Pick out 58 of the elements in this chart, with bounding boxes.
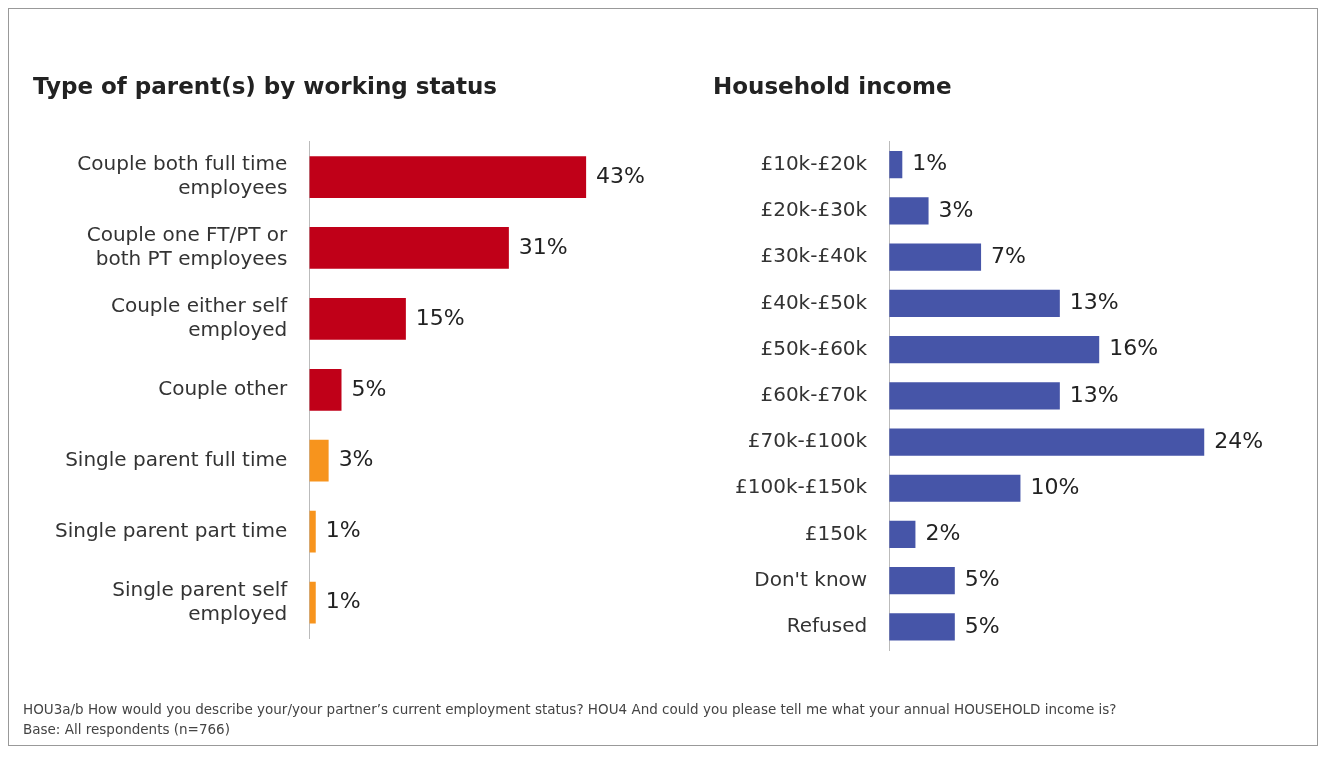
data-label: 1% [325,588,361,614]
data-label: 10% [1030,473,1080,499]
y-tick-label: £20k-£30k [760,197,868,222]
data-label: 31% [518,233,568,259]
y-tick-label: £60k-£70k [760,382,868,406]
bar [889,289,1060,317]
data-label: 16% [1109,335,1159,361]
data-label: 43% [596,162,646,188]
data-label: 13% [1069,289,1119,315]
data-label: 7% [991,242,1026,268]
data-label: 3% [938,196,974,222]
data-label: 5% [351,375,387,401]
y-tick-label: £30k-£40k [760,243,868,268]
bar [889,428,1205,456]
data-label: 13% [1069,381,1119,407]
y-tick-label: £100k-£150k [734,474,868,499]
bar [309,510,316,553]
bar [309,227,509,269]
y-tick-label: Single parent part time [54,517,288,542]
y-tick-label: Single parent full time [65,446,288,471]
data-label: 5% [964,566,1000,592]
data-label: 24% [1214,427,1264,453]
y-tick-label: Single parent self employed [112,576,289,625]
text: HOU3a/b How would you describe your/your partner’s current employment status? HOU4 And could you please tell me what your annual HOUSEHOLD income is? [23,700,1117,719]
bar [889,613,955,641]
y-tick-label: Couple both full time employees [77,151,288,200]
y-tick-label: Couple other [158,376,289,400]
y-tick-label: £40k-£50k [760,289,868,314]
data-label: 1% [325,517,361,543]
y-tick-label: £10k-£20k [760,150,868,175]
y-tick-label: Couple either self employed [110,293,289,342]
bar [889,151,903,179]
bar [309,156,587,198]
data-label: 15% [415,304,465,330]
bar [309,439,329,482]
y-tick-label: Couple one FT/PT or both PT employees [86,222,289,271]
bar [889,382,1060,410]
y-tick-label: Refused [786,613,868,638]
data-label: 2% [925,520,961,546]
data-label: 1% [912,150,948,176]
y-tick-label: £70k-£100k [747,428,868,453]
bar [309,581,316,624]
bar [889,197,929,225]
y-tick-label: £150k [804,520,868,545]
text: Base: All respondents (n=766) [23,720,231,739]
y-tick-label: Don't know [754,566,868,591]
bar [889,335,1100,364]
chart-title: Type of parent(s) by working status [33,72,497,99]
bar [889,520,916,549]
y-tick-label: £50k-£60k [760,335,868,360]
data-label: 5% [964,612,1000,638]
data-label: 3% [338,446,374,472]
chart-title: Household income [713,72,952,99]
bar [309,298,406,340]
bar [889,243,982,271]
bar [889,567,955,595]
bar [889,474,1021,502]
bar [309,368,342,411]
